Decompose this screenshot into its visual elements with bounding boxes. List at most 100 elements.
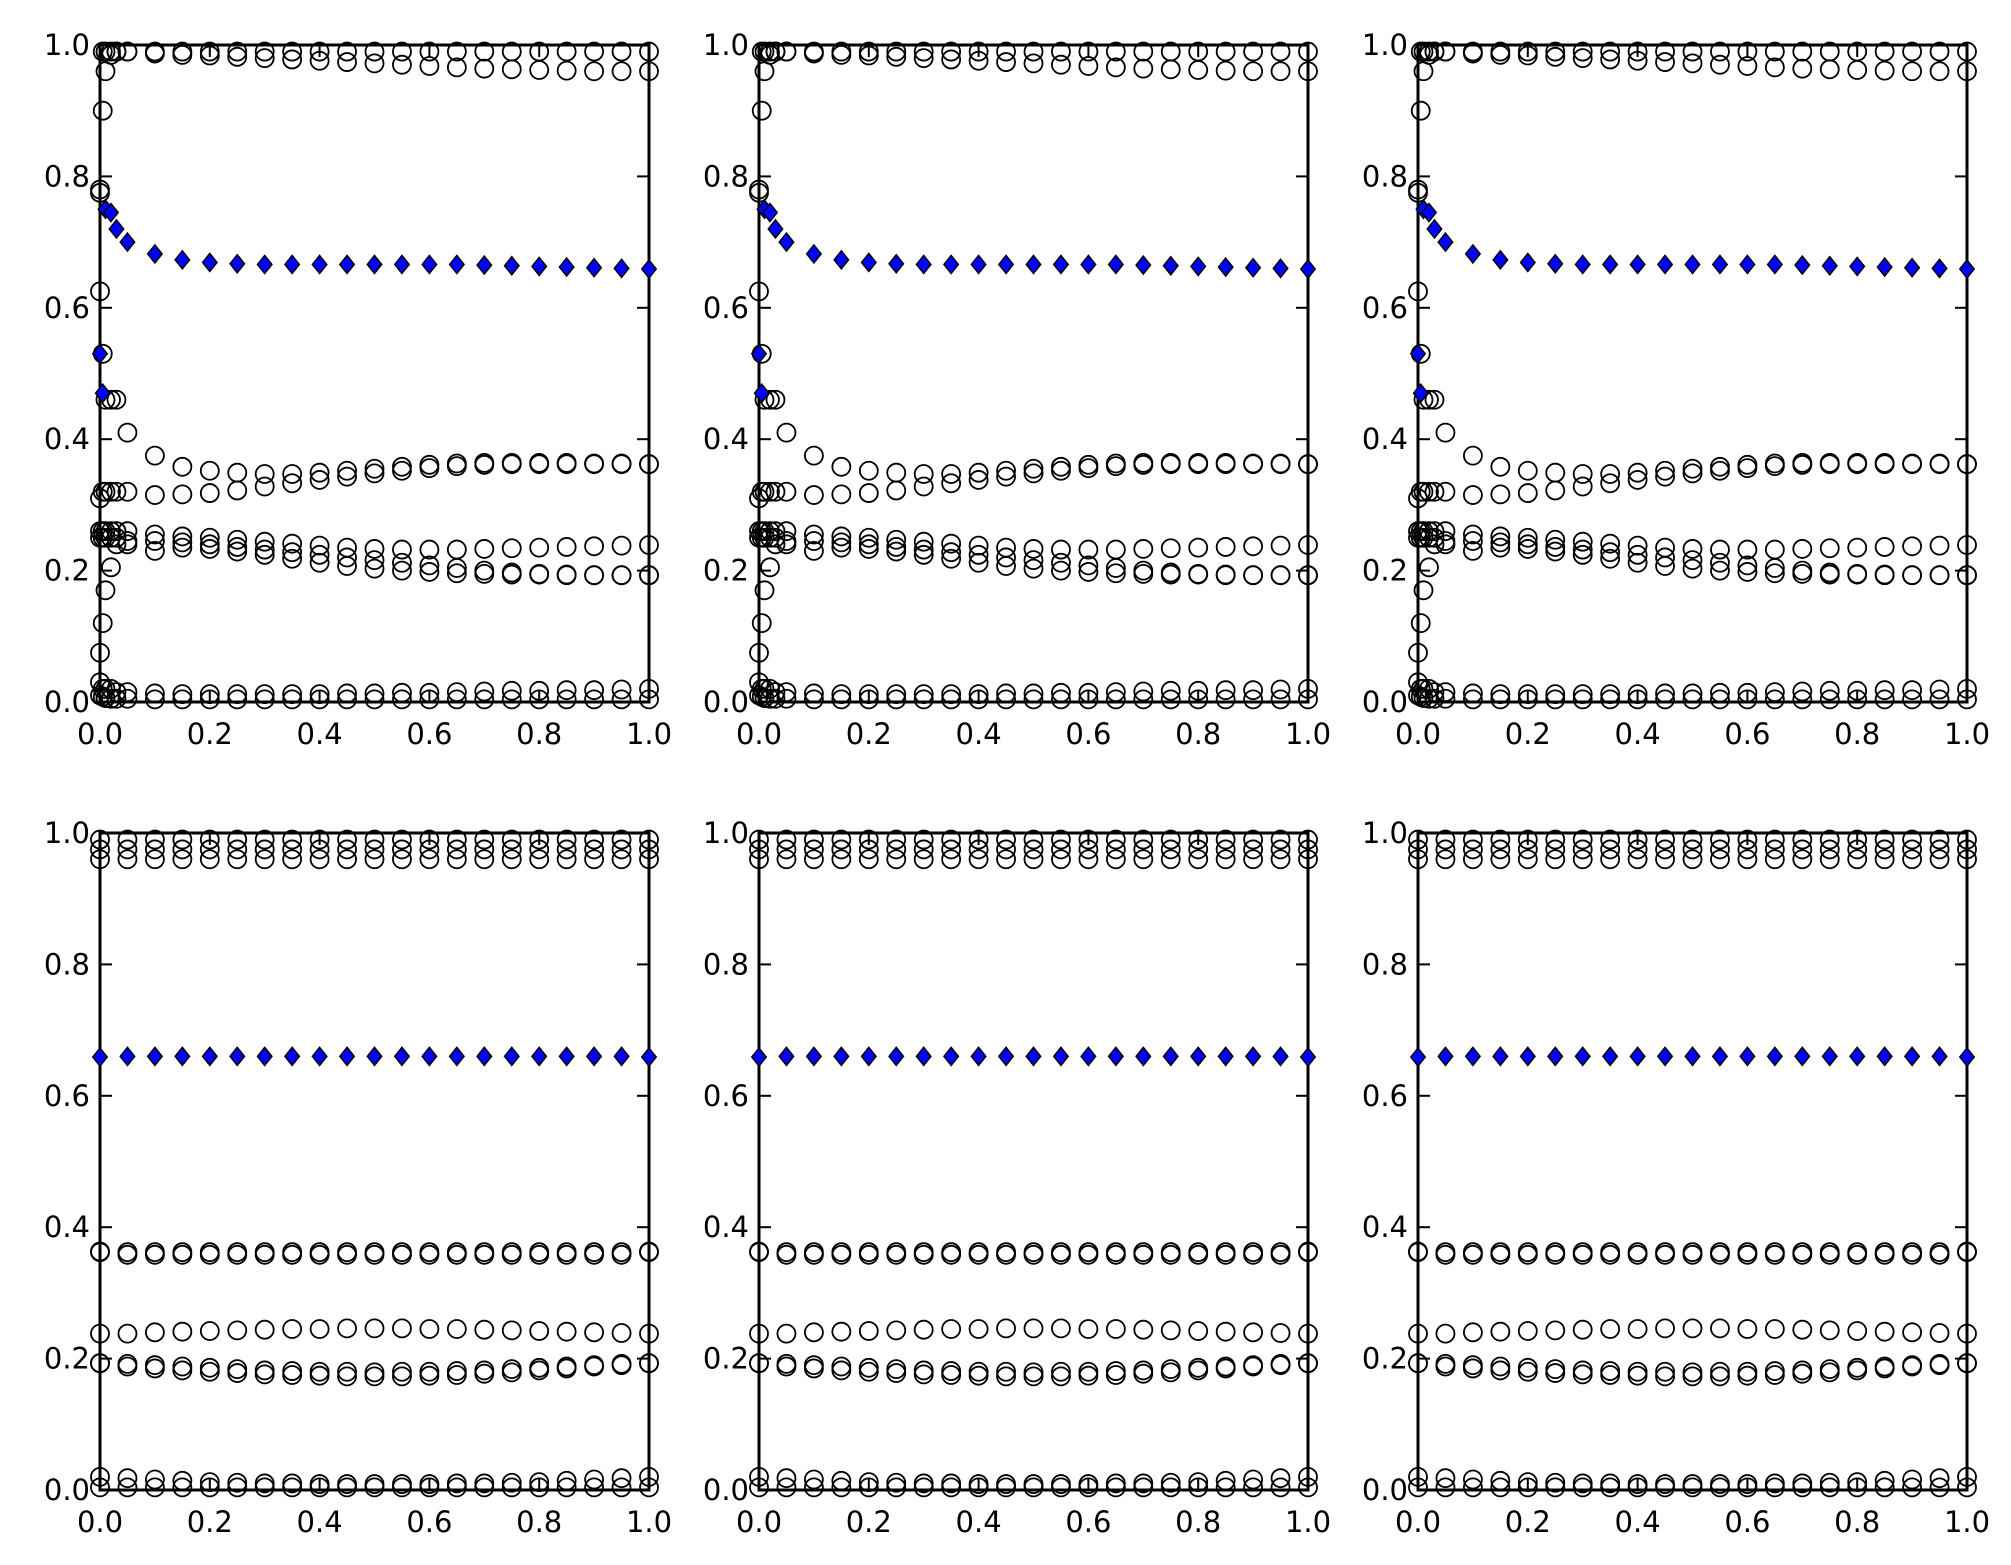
diamond-point [860, 252, 877, 273]
x-tick-label: 0.6 [1065, 717, 1111, 751]
circle-point [1874, 60, 1895, 81]
circle-point [1545, 41, 1566, 62]
circle-point [968, 689, 989, 710]
circle-point [1957, 839, 1977, 860]
circle-point [282, 1361, 303, 1381]
circle-point [1737, 829, 1758, 850]
circle-point [1298, 829, 1318, 850]
circle-point [1517, 684, 1538, 705]
circle-point [1737, 1244, 1758, 1265]
circle-point [1078, 849, 1099, 870]
y-tick-label: 0.4 [1362, 422, 1408, 456]
circle-point [1298, 565, 1318, 586]
circle-point [1847, 839, 1868, 860]
circle-point [941, 839, 962, 860]
circle-point [1682, 558, 1703, 579]
circle-point [1710, 560, 1730, 581]
circle-point [1627, 41, 1648, 62]
circle-point [1078, 539, 1099, 560]
circle-point [95, 580, 116, 601]
circle-point [1517, 45, 1538, 66]
circle-point [1215, 829, 1236, 850]
x-tick-label: 1.0 [626, 717, 672, 751]
circle-point [754, 481, 775, 502]
diamond-point [761, 202, 779, 223]
circle-point [1298, 1466, 1318, 1487]
circle-point [1545, 1244, 1566, 1265]
circle-point [1424, 688, 1445, 709]
circle-point [556, 1321, 577, 1342]
circle-point [501, 564, 522, 585]
circle-point [144, 524, 165, 545]
circle-point [749, 642, 769, 663]
circle-point [913, 684, 934, 705]
circle-point [1819, 538, 1840, 559]
circle-point [1490, 1477, 1511, 1498]
circle-point [199, 45, 220, 66]
circle-point [1627, 1244, 1648, 1265]
circle-point [1023, 683, 1044, 704]
circle-point [337, 466, 357, 487]
circle-point [144, 1477, 165, 1498]
circle-point [282, 548, 303, 569]
circle-point [996, 1244, 1016, 1265]
circle-point [364, 550, 385, 570]
circle-point [968, 1361, 989, 1382]
circle-point [1874, 1477, 1895, 1498]
circle-point [1792, 839, 1813, 860]
diamond-point [1107, 254, 1125, 275]
circle-point [172, 839, 193, 860]
panel-top-middle: 0.0 0.2 0.4 0.6 0.8 1.0 0.0 0.2 0.4 0.6 0.8 1.0 [703, 28, 1331, 751]
circle-point [1215, 839, 1236, 860]
circle-point [639, 1241, 659, 1262]
circle-point [309, 50, 330, 71]
diamond-point [640, 1046, 658, 1068]
circle-point [831, 484, 852, 505]
circle-point [639, 689, 659, 710]
circle-point [639, 565, 659, 586]
circle-point [106, 389, 127, 410]
diamond-point [915, 254, 932, 275]
circle-point [968, 839, 989, 860]
circle-point [639, 849, 659, 870]
circle-point [95, 527, 116, 548]
circle-point [474, 829, 495, 850]
circle-point [611, 1477, 632, 1498]
circle-point [144, 689, 165, 710]
circle-point [117, 849, 138, 870]
circle-point [199, 1472, 220, 1493]
x-tick-label: 0.6 [1065, 1505, 1111, 1539]
circle-point [199, 689, 220, 710]
circle-point [1682, 463, 1703, 484]
circle-point [804, 531, 824, 551]
circle-point [751, 100, 772, 121]
circle-point [996, 556, 1016, 576]
circle-point [1133, 829, 1154, 850]
circle-point [1463, 43, 1483, 64]
circle-point [886, 46, 907, 67]
circle-point [941, 49, 962, 70]
circle-point [941, 542, 962, 563]
circle-point [1105, 558, 1126, 578]
circle-point [804, 689, 824, 710]
circle-point [1051, 460, 1071, 481]
circle-point [1435, 481, 1456, 502]
circle-point [144, 839, 165, 860]
circle-point [996, 1318, 1016, 1339]
diamond-point [1492, 1046, 1509, 1067]
diamond-point [1437, 1046, 1454, 1067]
circle-point [1517, 527, 1538, 548]
circle-point [1600, 548, 1621, 569]
circle-point [1819, 1359, 1840, 1380]
circle-point [1023, 53, 1044, 74]
circle-point [309, 684, 330, 705]
circle-point [1655, 839, 1675, 860]
circle-point [419, 682, 440, 703]
x-tick-label: 0.6 [406, 717, 452, 751]
circle-point [1655, 52, 1675, 72]
x-tick-label: 0.8 [516, 717, 562, 751]
circle-point [1682, 1477, 1703, 1498]
circle-point [1957, 689, 1977, 710]
panel-bottom-left: 0.0 0.2 0.4 0.6 0.8 1.0 0.0 0.2 0.4 0.6 0.8 1.0 [44, 816, 672, 1539]
diamond-point [585, 1046, 603, 1067]
